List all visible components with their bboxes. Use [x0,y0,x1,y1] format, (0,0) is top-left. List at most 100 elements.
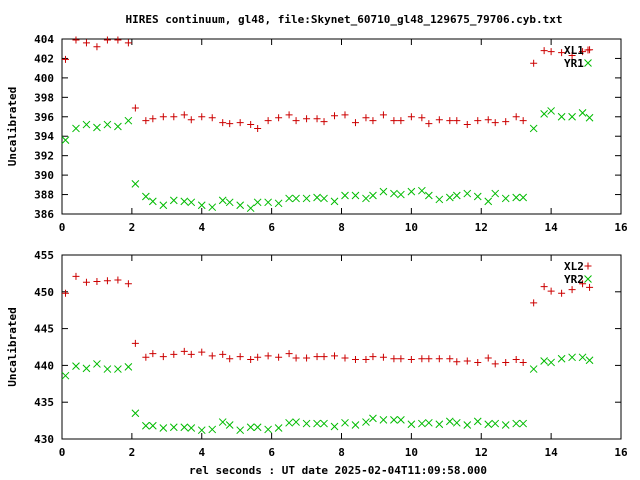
data-point [585,356,594,365]
data-point [425,120,433,128]
data-point [369,117,377,125]
data-point [254,353,262,361]
data-point [540,110,548,118]
data-point [131,104,139,112]
data-point [519,117,527,125]
x-tick-label: 10 [405,446,418,459]
x-tick-label: 4 [198,221,205,234]
data-point [149,350,157,358]
data-point [341,418,349,427]
data-point [93,277,101,285]
y-tick-label: 402 [34,52,54,65]
data-point [93,43,101,51]
data-point [585,113,594,122]
data-point [512,419,521,428]
data-point [131,339,139,347]
y-tick-label: 445 [34,323,54,336]
data-point [82,278,90,286]
data-point [285,194,293,203]
data-point [351,191,360,200]
data-point [547,287,555,295]
data-point [407,356,415,364]
y-axis-label: Uncalibrated [6,87,19,166]
data-point [331,352,339,360]
data-point [114,276,122,284]
data-point [313,193,321,202]
y-tick-label: 394 [34,130,54,143]
data-point [292,117,300,125]
data-point [578,353,587,362]
data-point [208,425,217,434]
data-point [208,203,217,212]
data-point [180,423,189,432]
x-tick-label: 6 [268,446,275,459]
data-point [285,111,293,119]
data-point [351,421,360,429]
data-point [247,121,255,129]
data-point [82,120,91,129]
x-tick-label: 2 [129,446,136,459]
data-point [131,180,140,188]
data-point [253,423,262,432]
data-point [491,419,500,428]
data-point [320,118,328,126]
x-tick-label: 14 [545,221,559,234]
data-point [512,193,521,202]
data-point [578,109,587,117]
data-point [124,363,133,371]
data-point [93,123,101,132]
data-point [463,357,471,365]
data-point [208,352,216,360]
data-point [246,204,255,213]
data-point [61,136,70,144]
data-point [558,49,566,57]
data-point [446,355,454,363]
data-point [407,113,415,121]
data-point [557,354,566,363]
data-point [568,286,576,294]
data-point [72,272,80,280]
data-point [390,416,398,424]
data-point [264,117,272,125]
data-point [169,196,178,205]
data-point [491,189,500,198]
data-point [313,353,321,361]
data-point [198,113,206,121]
data-point [254,124,262,132]
data-point [425,355,433,363]
data-point [124,39,132,47]
data-point [313,115,321,123]
y-tick-label: 386 [34,208,54,221]
data-point [390,117,398,125]
data-point [547,358,555,367]
data-point [369,353,377,361]
data-point [501,194,510,203]
data-point [159,113,167,121]
data-point [474,358,482,366]
data-point [302,194,311,203]
data-point [424,418,433,427]
legend-marker [584,46,592,54]
data-point [519,358,527,366]
legend-marker [584,59,592,67]
data-point [407,420,416,429]
data-point [446,117,454,125]
data-point [529,365,538,373]
data-point [197,426,206,435]
data-point [452,191,461,200]
data-point [218,196,227,205]
data-point [187,198,196,207]
data-point [390,189,398,198]
series-XL2 [61,272,594,368]
data-point [264,352,272,360]
data-point [253,198,262,207]
y-axis-label: Uncalibrated [6,307,19,386]
series-YR1 [61,107,594,213]
data-point [397,416,405,424]
x-axis-label: rel seconds : UT date 2025-02-04T11:09:5… [189,464,487,477]
data-point [512,113,520,121]
data-point [187,424,196,432]
data-point [547,107,555,115]
data-point [362,418,370,426]
data-point [264,425,272,434]
